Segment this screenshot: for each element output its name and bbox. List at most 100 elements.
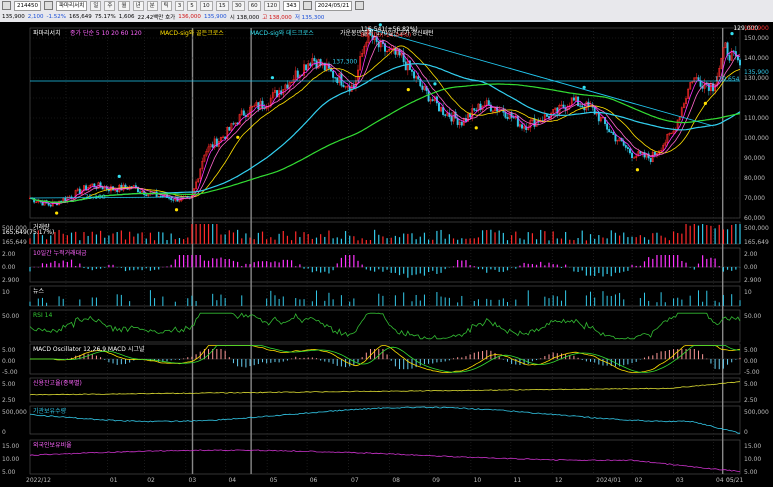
- volume-bar: [423, 232, 426, 244]
- accumulated-bar: [726, 267, 729, 270]
- accumulated-bar: [585, 267, 587, 276]
- volume-bar: [33, 232, 35, 244]
- volume-bar: [145, 238, 147, 244]
- macd-oscillator-bar: [390, 359, 392, 361]
- candle: [518, 124, 521, 127]
- macd-oscillator-bar: [660, 351, 662, 360]
- ask-price: 136,000: [178, 13, 201, 20]
- institution-holdings-line: [29, 406, 740, 434]
- macd-oscillator-bar: [573, 355, 575, 360]
- axis-tick-foreign: 5.00: [744, 469, 758, 476]
- candle: [313, 58, 316, 62]
- volume-bar: [735, 224, 737, 244]
- news-bar: [590, 291, 592, 306]
- news-bar: [241, 295, 243, 306]
- volume-bar: [502, 232, 504, 244]
- count-input[interactable]: 343: [283, 0, 300, 11]
- macd-oscillator-bar: [124, 359, 126, 364]
- candle: [450, 116, 453, 122]
- period-year-button[interactable]: 년: [132, 0, 144, 11]
- news-bar: [457, 302, 459, 306]
- candle: [523, 126, 526, 129]
- menu-icon[interactable]: [2, 1, 11, 10]
- current-price: 135,900: [2, 13, 25, 20]
- period-3-button[interactable]: 3: [174, 0, 185, 11]
- news-bar: [556, 296, 558, 306]
- candle: [508, 112, 511, 119]
- accumulated-bar: [581, 267, 583, 271]
- accumulated-bar: [639, 265, 641, 268]
- period-120-button[interactable]: 120: [263, 0, 281, 11]
- macd-oscillator-bar: [100, 357, 102, 360]
- macd-oscillator-bar: [506, 359, 508, 362]
- candle: [736, 55, 739, 61]
- candle: [444, 114, 447, 116]
- period-30-button[interactable]: 30: [231, 0, 245, 11]
- macd-oscillator-bar: [718, 359, 720, 370]
- accumulated-bar: [702, 255, 704, 268]
- macd-oscillator-bar: [697, 350, 699, 360]
- accumulated-bar: [623, 267, 625, 272]
- candle: [145, 194, 148, 197]
- accumulated-bar: [99, 267, 102, 269]
- volume-bar: [191, 224, 193, 244]
- accumulated-bar: [50, 262, 52, 268]
- period-60-button[interactable]: 60: [247, 0, 261, 11]
- candle: [323, 62, 326, 71]
- macd-oscillator-bar: [187, 357, 189, 360]
- volume-bar: [166, 240, 168, 244]
- period-week-button[interactable]: 주: [104, 0, 116, 11]
- volume-bar: [37, 230, 39, 244]
- period-5-button[interactable]: 5: [187, 0, 197, 11]
- period-month-button[interactable]: 월: [118, 0, 130, 11]
- accumulated-bar: [473, 266, 475, 268]
- macd-oscillator-bar: [87, 353, 89, 360]
- news-bar: [162, 296, 164, 306]
- golden-cross-marker: [703, 101, 707, 105]
- search-icon[interactable]: [44, 1, 53, 10]
- calendar-icon[interactable]: [302, 1, 312, 10]
- accumulated-bar: [531, 264, 533, 268]
- macd-oscillator-bar: [652, 355, 654, 360]
- candle: [739, 59, 741, 66]
- news-bar: [149, 290, 151, 306]
- company-name-field[interactable]: 파마리서치: [56, 0, 88, 11]
- period-minute-button[interactable]: 분: [146, 0, 158, 11]
- news-bar: [224, 298, 226, 306]
- chart-area[interactable]: 2022/12 01 02 03 04 05 06 07 08 09 10 11 12 2024/01 02…: [0, 22, 773, 487]
- macd-signal-line: [30, 345, 740, 373]
- date-input[interactable]: 2024/05/21: [314, 0, 353, 11]
- period-tick-button[interactable]: 틱: [160, 0, 172, 11]
- candle: [504, 112, 507, 118]
- candle: [527, 127, 530, 130]
- period-day-button[interactable]: 일: [90, 0, 102, 11]
- news-bar: [623, 299, 625, 306]
- settings-icon[interactable]: [355, 1, 365, 10]
- volume-bar: [29, 238, 31, 244]
- macd-oscillator-bar: [382, 349, 384, 360]
- volume-bar: [207, 224, 210, 244]
- accumulated-bar: [419, 267, 421, 274]
- macd-oscillator-bar: [303, 357, 305, 360]
- macd-oscillator-bar: [328, 359, 330, 363]
- accumulated-bar: [320, 267, 322, 273]
- macd-oscillator-bar: [174, 359, 176, 360]
- volume-bar: [212, 224, 214, 244]
- candle: [224, 136, 227, 139]
- period-15-button[interactable]: 15: [215, 0, 229, 11]
- volume-bar: [664, 237, 666, 244]
- stock-code-input[interactable]: 214450: [14, 0, 41, 11]
- candle: [649, 157, 652, 162]
- accumulated-bar: [427, 267, 430, 273]
- news-bar: [332, 299, 334, 306]
- news-bar: [614, 294, 616, 306]
- toolbar-row-2: 135,900 2,100 -1.52% 165,649 75.17% 1,60…: [0, 11, 324, 22]
- volume-bar: [245, 233, 247, 244]
- left-axis-tick-macd: -5.00: [2, 369, 18, 376]
- volume-bar: [660, 235, 662, 244]
- volume-bar: [527, 232, 529, 244]
- volume-bar: [328, 230, 330, 244]
- period-10-button[interactable]: 10: [199, 0, 213, 11]
- candle: [427, 90, 430, 102]
- accumulated-bar: [552, 264, 554, 268]
